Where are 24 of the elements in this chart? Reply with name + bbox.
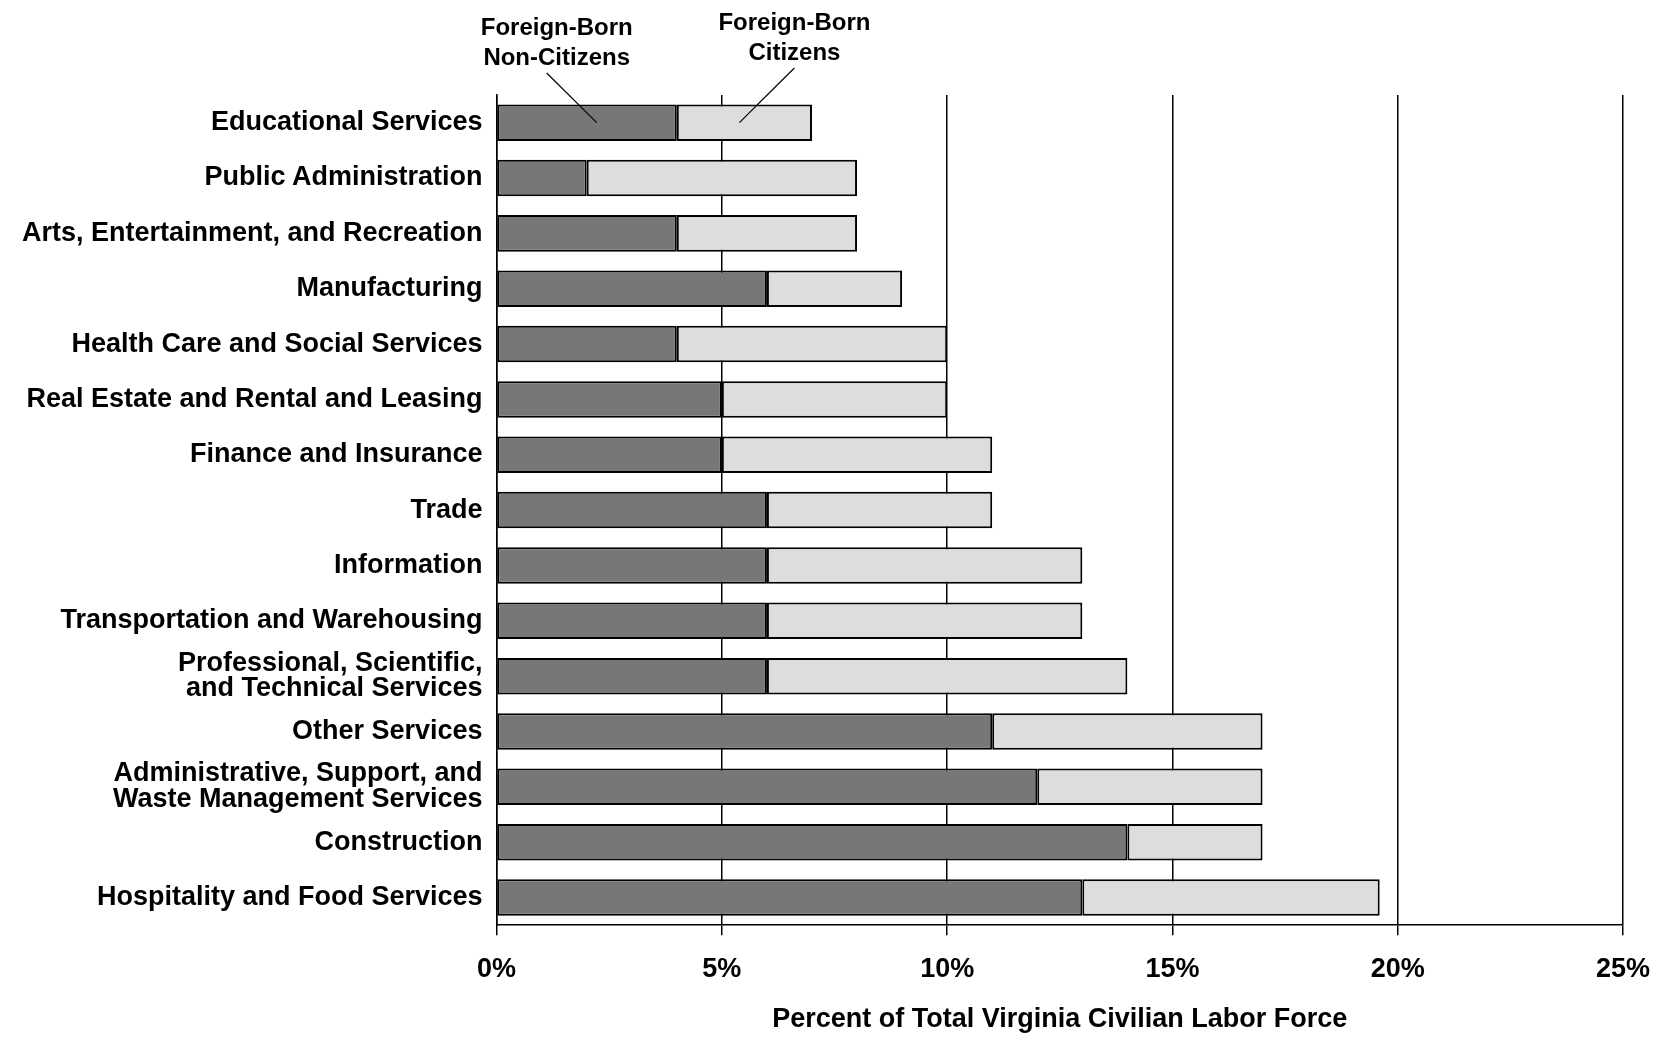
x-tick-label: 0% — [477, 952, 517, 983]
y-tick-label: Health Care and Social Services — [71, 327, 483, 358]
y-tick-label: Other Services — [291, 714, 483, 745]
y-tick-label: Hospitality and Food Services — [97, 880, 483, 911]
series-label: Foreign-Born Citizens — [718, 8, 871, 65]
y-tick-label: Real Estate and Rental and Leasing — [26, 382, 483, 413]
x-tick-label: 15% — [1145, 952, 1200, 983]
y-tick-label: Public Administration — [204, 161, 483, 192]
y-tick-label: Information — [334, 548, 483, 579]
y-tick-label: Manufacturing — [296, 272, 483, 303]
y-tick-label: Construction — [314, 825, 483, 856]
y-tick-label: Trade — [410, 493, 483, 524]
y-tick-label: Administrative, Support, and Waste Management Services — [112, 757, 483, 814]
y-tick-label: Arts, Entertainment, and Recreation — [21, 216, 483, 247]
y-tick-label: Professional, Scientific, and Technical Services — [178, 646, 483, 703]
x-tick-label: 25% — [1595, 952, 1650, 983]
y-tick-label: Educational Services — [210, 106, 483, 137]
y-tick-label: Transportation and Warehousing — [60, 604, 483, 635]
x-axis-title: Percent of Total Virginia Civilian Labor Force — [772, 1003, 1348, 1034]
series-label: Foreign-Born Non-Citizens — [480, 13, 633, 70]
y-tick-label: Finance and Insurance — [190, 438, 483, 469]
x-tick-label: 10% — [920, 952, 975, 983]
x-tick-label: 5% — [702, 952, 742, 983]
x-tick-label: 20% — [1370, 952, 1425, 983]
